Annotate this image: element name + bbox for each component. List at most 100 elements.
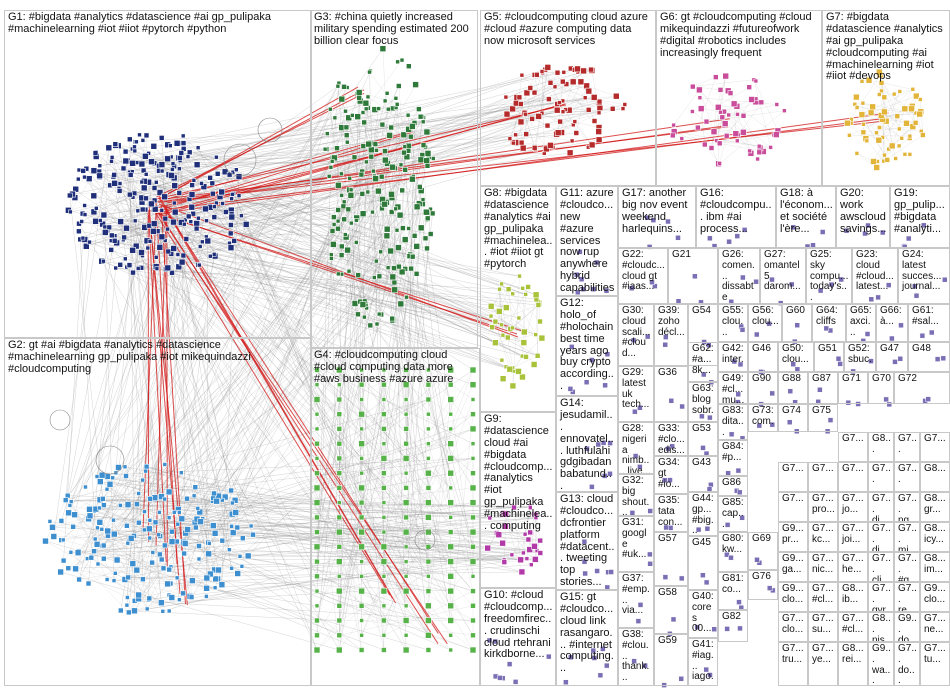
group-box-small[interactable]: G8... — [920, 462, 950, 492]
group-box-small[interactable]: G7... #cl... — [808, 582, 838, 612]
group-box-g73[interactable]: G73: com... — [748, 404, 778, 432]
group-box-g83[interactable]: G83: dita... — [718, 404, 748, 440]
group-box-g44[interactable]: G44: gp... #big... — [688, 492, 718, 536]
group-box-small[interactable]: G7... — [920, 432, 950, 462]
group-box-small[interactable]: G7... re... — [894, 582, 920, 612]
group-box-small[interactable]: G9... clo... — [778, 582, 808, 612]
group-box-g46[interactable]: G46 — [748, 342, 778, 372]
group-box-small[interactable]: G7... — [894, 432, 920, 462]
group-box-g81[interactable]: G81: co... — [718, 572, 748, 610]
group-box-g4[interactable]: G4: #cloudcomputing cloud #cloud computi… — [310, 348, 480, 686]
group-box-g39[interactable]: G39: zoho décl... — [654, 304, 688, 366]
group-box-small[interactable]: G7... do... — [894, 642, 920, 686]
group-box-g23[interactable]: G23: cloud #cloud... latest... — [852, 248, 898, 304]
group-box-small[interactable]: G9... ga... — [778, 552, 808, 582]
group-box-g88[interactable]: G88 — [778, 372, 808, 404]
group-box-small[interactable]: G7... ne... — [920, 612, 950, 642]
group-box-g19[interactable]: G19: gp_pulip... #bigdata #analyti... — [890, 186, 950, 248]
group-box-g52[interactable]: G52: sbuc... — [844, 342, 876, 372]
group-box-g18[interactable]: G18: à l'économ... et société l'ère... — [776, 186, 836, 248]
group-box-small[interactable]: G7... kc... — [808, 522, 838, 552]
group-box-g43[interactable]: G43 — [688, 456, 718, 492]
group-box-g2[interactable]: G2: gt #ai #bigdata #analytics #datascie… — [4, 338, 312, 686]
group-box-g49[interactable]: G49: #cl... mu... — [718, 372, 748, 404]
group-box-small[interactable]: G7... di... — [868, 492, 894, 522]
group-box-small[interactable]: G9... clo... — [920, 582, 950, 612]
group-box-g48[interactable]: G48 — [908, 342, 950, 372]
group-box-g16[interactable]: G16: #cloudcompu... ibm #ai process... — [696, 186, 776, 248]
group-box-g9[interactable]: G9: #datascience cloud #ai #bigdata #clo… — [480, 412, 556, 588]
group-box-g56[interactable]: G56: clou... — [748, 304, 782, 342]
group-box-small[interactable]: G8... gr... — [920, 492, 950, 522]
group-box-g33[interactable]: G33: #clo... edis... — [654, 422, 688, 456]
group-box-g61[interactable]: G61: #sal... — [908, 304, 950, 342]
group-box-g11[interactable]: G11: azure #cloudco... new #azure servic… — [556, 186, 618, 296]
group-box-g71[interactable]: G71 — [838, 372, 868, 404]
group-box-small[interactable]: G7... #cl... — [838, 612, 868, 642]
group-box-g70[interactable]: G70 — [868, 372, 894, 404]
group-box-g87[interactable]: G87 — [808, 372, 838, 404]
group-box-g30[interactable]: G30: cloud scali... #cloud... — [618, 304, 654, 366]
group-box-small[interactable]: G7... mi... — [894, 522, 920, 552]
group-box-small[interactable]: G7... — [868, 462, 894, 492]
group-box-g32[interactable]: G32: big shout... — [618, 474, 654, 516]
group-box-small[interactable]: G8... nis... — [868, 612, 894, 642]
group-box-g42[interactable]: G42: inter... — [718, 342, 748, 372]
group-box-g60[interactable]: G60 — [782, 304, 812, 342]
group-box-small[interactable]: G7... gyr... — [868, 582, 894, 612]
group-box-g20[interactable]: G20: work awscloud savings... — [836, 186, 890, 248]
group-box-g14[interactable]: G14: jesudamil... ennovatel... luthfulah… — [556, 396, 618, 492]
group-box-small[interactable]: G8... icy... — [920, 522, 950, 552]
group-box-small[interactable]: G7... clo... — [778, 612, 808, 642]
group-box-small[interactable]: G8... im... — [920, 552, 950, 582]
group-box-small[interactable]: G7... — [894, 462, 920, 492]
group-box-g36[interactable]: G36 — [654, 366, 688, 422]
group-box-small[interactable]: G7... tu... — [920, 642, 950, 686]
group-box-g41[interactable]: G41: #iag... iago... — [688, 638, 718, 686]
group-box-g17[interactable]: G17: another big nov event weekend harle… — [618, 186, 696, 248]
group-box-small[interactable]: G9... pr... — [778, 522, 808, 552]
group-box-g76[interactable]: G76 — [748, 570, 778, 600]
group-box-g62[interactable]: G62: #a... 8k... — [688, 342, 718, 382]
group-box-g3[interactable]: G3: #china quietly increased military sp… — [310, 10, 478, 348]
group-box-g7[interactable]: G7: #bigdata #datascience #analytics #ai… — [822, 10, 950, 186]
group-box-g35[interactable]: G35: tata con... — [654, 494, 688, 532]
group-box-g50[interactable]: G50: clou... — [778, 342, 814, 372]
group-box-g45[interactable]: G45 — [688, 536, 718, 590]
group-box-g26[interactable]: G26: comen... dissabte #postg... — [718, 248, 760, 304]
group-box-g58[interactable]: G58 — [654, 586, 688, 634]
group-box-g25[interactable]: G25: sky compu... today's... — [806, 248, 852, 304]
group-box-small[interactable]: G7... tru... — [778, 642, 808, 686]
group-box-g5[interactable]: G5: #cloudcomputing cloud azure #cloud #… — [480, 10, 656, 186]
group-box-g64[interactable]: G64: cliffs — [812, 304, 846, 342]
group-box-small[interactable]: G7... su... — [808, 612, 838, 642]
group-box-small[interactable]: G7... jo... — [838, 492, 868, 522]
group-box-g40[interactable]: G40: cores 00... — [688, 590, 718, 638]
group-box-small[interactable]: G8... rei... — [838, 642, 868, 686]
group-box-small[interactable]: G9... wa... — [868, 642, 894, 686]
group-box-g66[interactable]: G66: à... — [876, 304, 908, 342]
group-box-g72[interactable]: G72 — [894, 372, 950, 404]
group-box-small[interactable]: G7... — [778, 462, 808, 492]
group-box-small[interactable]: G7... nic... — [808, 552, 838, 582]
group-box-g59[interactable]: G59 — [654, 634, 688, 686]
group-box-g80[interactable]: G80: kw... — [718, 532, 748, 572]
group-box-g24[interactable]: G24: latest succes... journal... — [898, 248, 950, 304]
group-box-g85[interactable]: G85: cap... — [718, 496, 748, 532]
group-box-small[interactable]: G7... — [778, 492, 808, 522]
group-box-g90[interactable]: G90 — [748, 372, 778, 404]
group-box-small[interactable]: G7... #g... — [894, 552, 920, 582]
group-box-g34[interactable]: G34: gt #io... — [654, 456, 688, 494]
group-box-g12[interactable]: G12: holo_of #holochain best time years … — [556, 296, 618, 396]
group-box-g63[interactable]: G63: blog sobr... — [688, 382, 718, 422]
group-box-small[interactable]: G7... — [838, 432, 868, 462]
group-box-g57[interactable]: G57 — [654, 532, 688, 586]
group-box-small[interactable]: G9... do... — [894, 612, 920, 642]
group-box-g1[interactable]: G1: #bigdata #analytics #datascience #ai… — [4, 10, 312, 338]
group-box-small[interactable]: G7... pro... — [808, 492, 838, 522]
group-box-g65[interactable]: G65: axci... — [846, 304, 876, 342]
group-box-g8[interactable]: G8: #bigdata #datascience #analytics #ai… — [480, 186, 556, 412]
group-box-small[interactable]: G7... — [808, 462, 838, 492]
group-box-g47[interactable]: G47 — [876, 342, 908, 372]
group-box-g69[interactable]: G69 — [748, 532, 778, 570]
